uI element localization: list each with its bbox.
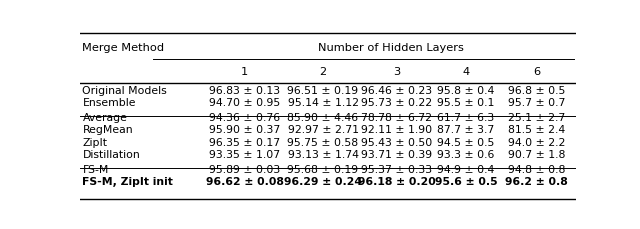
Text: Number of Hidden Layers: Number of Hidden Layers	[317, 43, 463, 53]
Text: 95.5 ± 0.1: 95.5 ± 0.1	[437, 98, 495, 108]
Text: 96.51 ± 0.19: 96.51 ± 0.19	[287, 86, 358, 95]
Text: 25.1 ± 2.7: 25.1 ± 2.7	[508, 112, 565, 123]
Text: 92.11 ± 1.90: 92.11 ± 1.90	[361, 125, 432, 135]
Text: 95.8 ± 0.4: 95.8 ± 0.4	[437, 86, 495, 95]
Text: 95.37 ± 0.33: 95.37 ± 0.33	[361, 165, 432, 175]
Text: 96.62 ± 0.08: 96.62 ± 0.08	[205, 177, 284, 187]
Text: 94.5 ± 0.5: 94.5 ± 0.5	[437, 138, 495, 148]
Text: 95.75 ± 0.58: 95.75 ± 0.58	[287, 138, 358, 148]
Text: 96.8 ± 0.5: 96.8 ± 0.5	[508, 86, 565, 95]
Text: 90.7 ± 1.8: 90.7 ± 1.8	[508, 150, 565, 160]
Text: 94.9 ± 0.4: 94.9 ± 0.4	[437, 165, 495, 175]
Text: 96.2 ± 0.8: 96.2 ± 0.8	[505, 177, 568, 187]
Text: Ensemble: Ensemble	[83, 98, 136, 108]
Text: 92.97 ± 2.71: 92.97 ± 2.71	[287, 125, 358, 135]
Text: 95.6 ± 0.5: 95.6 ± 0.5	[435, 177, 497, 187]
Text: 95.43 ± 0.50: 95.43 ± 0.50	[361, 138, 432, 148]
Text: 93.13 ± 1.74: 93.13 ± 1.74	[287, 150, 358, 160]
Text: 78.78 ± 6.72: 78.78 ± 6.72	[361, 112, 432, 123]
Text: FS-M: FS-M	[83, 165, 109, 175]
Text: 95.14 ± 1.12: 95.14 ± 1.12	[287, 98, 358, 108]
Text: 93.71 ± 0.39: 93.71 ± 0.39	[361, 150, 432, 160]
Text: 6: 6	[532, 68, 540, 77]
Text: 3: 3	[393, 68, 400, 77]
Text: 93.3 ± 0.6: 93.3 ± 0.6	[437, 150, 495, 160]
Text: 61.7 ± 6.3: 61.7 ± 6.3	[437, 112, 495, 123]
Text: 96.18 ± 0.20: 96.18 ± 0.20	[358, 177, 435, 187]
Text: 96.46 ± 0.23: 96.46 ± 0.23	[361, 86, 432, 95]
Text: 94.0 ± 2.2: 94.0 ± 2.2	[508, 138, 565, 148]
Text: FS-M, ZipIt init: FS-M, ZipIt init	[83, 177, 173, 187]
Text: 81.5 ± 2.4: 81.5 ± 2.4	[508, 125, 565, 135]
Text: ZipIt: ZipIt	[83, 138, 108, 148]
Text: 85.90 ± 4.46: 85.90 ± 4.46	[287, 112, 358, 123]
Text: 2: 2	[319, 68, 326, 77]
Text: 96.83 ± 0.13: 96.83 ± 0.13	[209, 86, 280, 95]
Text: Merge Method: Merge Method	[83, 43, 164, 53]
Text: 94.70 ± 0.95: 94.70 ± 0.95	[209, 98, 280, 108]
Text: 95.89 ± 0.03: 95.89 ± 0.03	[209, 165, 280, 175]
Text: 95.7 ± 0.7: 95.7 ± 0.7	[508, 98, 565, 108]
Text: RegMean: RegMean	[83, 125, 133, 135]
Text: 87.7 ± 3.7: 87.7 ± 3.7	[437, 125, 495, 135]
Text: 95.90 ± 0.37: 95.90 ± 0.37	[209, 125, 280, 135]
Text: Distillation: Distillation	[83, 150, 140, 160]
Text: 96.29 ± 0.24: 96.29 ± 0.24	[284, 177, 362, 187]
Text: Original Models: Original Models	[83, 86, 167, 95]
Text: 95.73 ± 0.22: 95.73 ± 0.22	[361, 98, 432, 108]
Text: 94.8 ± 0.8: 94.8 ± 0.8	[508, 165, 565, 175]
Text: 4: 4	[462, 68, 470, 77]
Text: 95.68 ± 0.19: 95.68 ± 0.19	[287, 165, 358, 175]
Text: 96.35 ± 0.17: 96.35 ± 0.17	[209, 138, 280, 148]
Text: 1: 1	[241, 68, 248, 77]
Text: 93.35 ± 1.07: 93.35 ± 1.07	[209, 150, 280, 160]
Text: Average: Average	[83, 112, 127, 123]
Text: 94.36 ± 0.76: 94.36 ± 0.76	[209, 112, 280, 123]
